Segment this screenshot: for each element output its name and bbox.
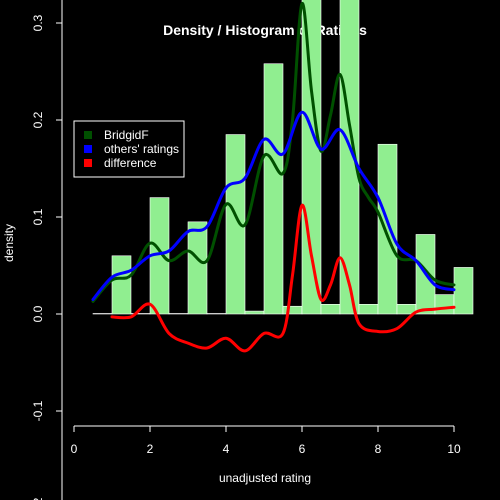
x-tick-label-1: 2 — [147, 442, 154, 456]
histogram-bars — [92, 0, 474, 315]
legend-label-0: BridgidF — [104, 128, 149, 142]
x-tick-label-2: 4 — [223, 442, 230, 456]
legend-swatch-2 — [84, 159, 92, 167]
x-tick-label-0: 0 — [71, 442, 78, 456]
legend-box — [73, 120, 185, 178]
series-line-0 — [91, 2, 456, 303]
legend-swatch-0 — [84, 131, 92, 139]
y-tick-label-2: 0.0 — [31, 305, 45, 322]
histogram-bar-8 — [244, 310, 265, 315]
histogram-bar-6 — [206, 313, 227, 315]
histogram-bar-11 — [301, 0, 322, 315]
y-tick-label-3: 0.1 — [31, 208, 45, 225]
histogram-bar-5 — [187, 221, 208, 315]
y-tick-label-5: 0.3 — [31, 14, 45, 31]
histogram-bar-15 — [377, 143, 398, 315]
histogram-bar-18 — [434, 294, 455, 315]
chart-title: Density / Histogram of Ratings — [163, 22, 367, 38]
y-tick-label-0: -0.2 — [31, 497, 45, 500]
histogram-bar-19 — [453, 267, 474, 315]
legend-label-2: difference — [104, 156, 157, 170]
x-tick-label-3: 6 — [299, 442, 306, 456]
y-tick-label-1: -0.1 — [31, 400, 45, 421]
histogram-bar-4 — [168, 313, 189, 315]
histogram-bar-14 — [358, 303, 379, 315]
histogram-bar-13 — [339, 0, 360, 315]
density-lines — [91, 2, 456, 353]
y-tick-label-4: 0.2 — [31, 111, 45, 128]
histogram-bar-9 — [263, 63, 284, 315]
x-tick-label-5: 10 — [447, 442, 461, 456]
x-axis-label: unadjusted rating — [219, 471, 311, 485]
histogram-bar-12 — [320, 303, 341, 315]
series-line-2 — [110, 203, 456, 353]
legend-swatch-1 — [84, 145, 92, 153]
histogram-bar-10 — [282, 305, 303, 315]
histogram-bar-0 — [92, 313, 113, 315]
histogram-bar-1 — [111, 255, 132, 315]
x-tick-label-4: 8 — [375, 442, 382, 456]
series-line-1 — [91, 110, 456, 301]
legend-label-1: others' ratings — [104, 142, 179, 156]
y-axis-label: density — [2, 224, 16, 262]
